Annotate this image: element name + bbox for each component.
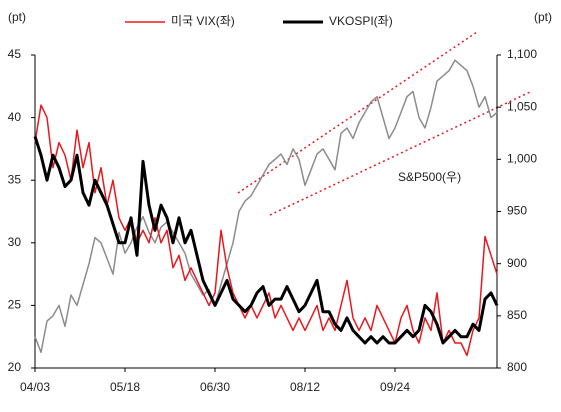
y2-axis-label: (pt) (534, 10, 552, 24)
y2-tick-label: 800 (507, 360, 527, 374)
x-tick-label: 04/03 (20, 380, 50, 394)
trend-line (269, 91, 531, 216)
y-tick-label: 25 (8, 298, 22, 312)
trend-line (237, 31, 478, 194)
series-line (34, 104, 498, 357)
x-tick-label: 09/24 (380, 380, 410, 394)
y-tick-label: 20 (8, 360, 22, 374)
legend-label: VKOSPI(좌) (329, 14, 393, 28)
annotation: S&P500(우) (398, 170, 461, 184)
legend-label: 미국 VIX(좌) (171, 14, 235, 28)
y-axis-label: (pt) (8, 10, 26, 24)
x-tick-label: 08/12 (290, 380, 320, 394)
y-tick-label: 40 (8, 110, 22, 124)
y2-tick-label: 1,000 (507, 152, 537, 166)
y2-tick-label: 1,100 (507, 47, 537, 61)
x-tick-label: 06/30 (200, 380, 230, 394)
y-tick-label: 30 (8, 235, 22, 249)
series-line (33, 135, 499, 345)
series-line (34, 59, 498, 354)
y-tick-label: 45 (8, 47, 22, 61)
y-tick-label: 35 (8, 172, 22, 186)
y2-tick-label: 850 (507, 308, 527, 322)
y2-tick-label: 1,050 (507, 99, 537, 113)
x-tick-label: 05/18 (110, 380, 140, 394)
y2-tick-label: 950 (507, 204, 527, 218)
y2-tick-label: 900 (507, 256, 527, 270)
